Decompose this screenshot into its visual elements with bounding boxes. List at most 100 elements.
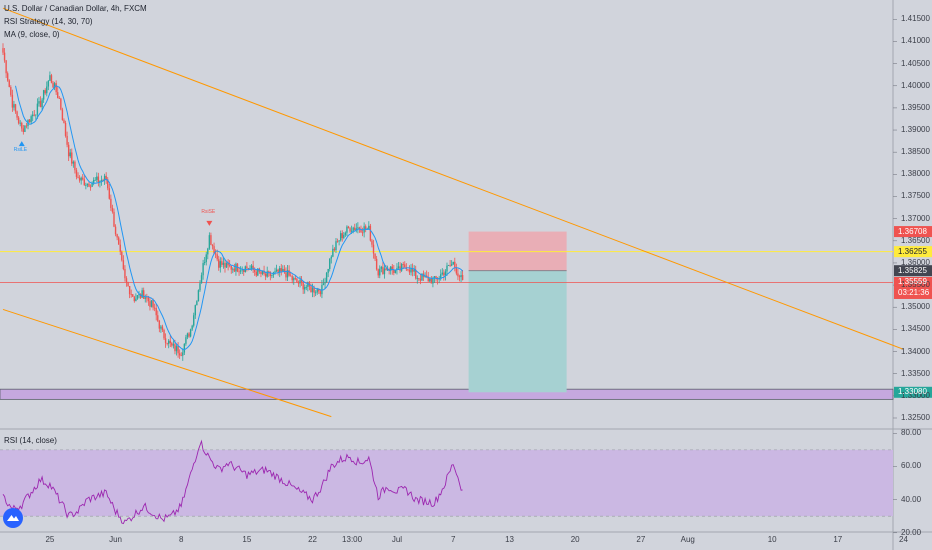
candle-body: [233, 268, 236, 272]
long-entry-label: RsiLE: [13, 147, 28, 154]
candle-body: [91, 182, 93, 187]
candle-body: [239, 270, 242, 272]
candle-body: [400, 264, 403, 271]
candle-body: [185, 337, 187, 344]
candle-body: [39, 101, 42, 108]
candle-body: [94, 179, 96, 181]
candle-body: [327, 268, 329, 273]
time-axis-label: 25: [45, 535, 55, 544]
candle-body: [2, 48, 4, 53]
candle-body: [72, 161, 75, 164]
candle-body: [24, 125, 26, 132]
logo-icon: [7, 515, 19, 521]
candle-body: [329, 258, 331, 269]
candle-body: [42, 90, 45, 100]
candle-body: [193, 315, 195, 326]
candle-body: [147, 297, 150, 302]
candle-body: [224, 262, 226, 268]
candle-body: [210, 235, 212, 245]
candle-body: [269, 271, 272, 276]
candle-body: [89, 186, 92, 188]
candle-body: [85, 185, 87, 186]
candle-body: [150, 300, 153, 307]
candle-body: [421, 273, 423, 281]
candle-body: [357, 227, 359, 229]
candle-body: [83, 179, 85, 186]
candle-body: [322, 283, 325, 286]
candle-body: [411, 268, 414, 272]
candle-body: [352, 227, 354, 231]
price-tick-label: 1.36000: [901, 257, 930, 267]
candle-body: [429, 278, 431, 282]
price-tick-label: 1.36500: [901, 235, 930, 245]
candle-body: [368, 225, 370, 229]
candle-body: [288, 270, 290, 276]
candle-body: [199, 283, 201, 291]
candle-body: [149, 301, 151, 307]
time-axis-label: 22: [308, 535, 317, 544]
price-badge-label: 1.36708: [898, 226, 927, 236]
price-tick-label: 1.37000: [901, 213, 930, 223]
candle-body: [178, 353, 181, 356]
candle-body: [321, 285, 323, 295]
candle-body: [188, 333, 190, 337]
candle-body: [246, 266, 248, 268]
candle-body: [304, 287, 306, 290]
moving-average-line: [15, 85, 463, 351]
candle-body: [260, 271, 262, 275]
candle-body: [30, 116, 32, 123]
candle-body: [228, 265, 231, 267]
candle-body: [197, 290, 200, 302]
candle-body: [58, 97, 60, 99]
candle-body: [383, 268, 386, 275]
candle-body: [294, 278, 297, 280]
time-axis-label: 13: [505, 535, 514, 544]
candle-body: [218, 259, 220, 268]
symbol-title[interactable]: U.S. Dollar / Canadian Dollar, 4h, FXCM: [4, 4, 147, 13]
candle-body: [174, 344, 176, 352]
rsi-tick-label: 80.00: [901, 428, 922, 438]
time-axis-label: 13:00: [342, 535, 363, 544]
candle-body: [132, 294, 134, 297]
candle-body: [250, 265, 253, 269]
candle-body: [305, 286, 307, 288]
candle-body: [393, 269, 395, 273]
price-badge-label: 03:21:36: [898, 288, 930, 298]
rsi-legend[interactable]: RSI (14, close): [4, 436, 57, 445]
candle-body: [291, 276, 293, 281]
candle-body: [21, 122, 23, 129]
candle-body: [214, 253, 217, 255]
candle-body: [8, 80, 10, 88]
ma-legend[interactable]: MA (9, close, 0): [4, 30, 60, 39]
candle-body: [180, 355, 182, 357]
candle-body: [225, 262, 228, 268]
candle-body: [280, 268, 282, 272]
candle-body: [311, 287, 314, 293]
time-axis-label: 7: [451, 535, 456, 544]
candle-body: [96, 176, 98, 180]
candle-body: [122, 260, 125, 270]
candle-body: [266, 271, 268, 277]
candle-body: [19, 122, 21, 124]
candle-body: [283, 268, 286, 273]
candle-body: [264, 273, 267, 277]
strategy-legend[interactable]: RSI Strategy (14, 30, 70): [4, 17, 93, 26]
candle-body: [325, 272, 328, 283]
candle-body: [183, 343, 186, 353]
long-entry-marker: [18, 141, 25, 147]
candle-body: [391, 266, 393, 270]
candle-body: [66, 135, 68, 145]
price-badge-label: 1.35559: [898, 277, 927, 287]
tradingview-logo[interactable]: [3, 508, 23, 528]
candle-body: [80, 177, 82, 181]
candle-body: [313, 287, 315, 293]
price-tick-label: 1.35000: [901, 302, 930, 312]
candle-body: [375, 258, 378, 270]
candle-body: [213, 246, 215, 254]
price-tick-label: 1.41500: [901, 14, 930, 24]
candle-body: [69, 152, 71, 157]
candle-body: [78, 177, 81, 181]
price-tick-label: 1.37500: [901, 191, 930, 201]
price-tick-label: 1.40500: [901, 58, 930, 68]
